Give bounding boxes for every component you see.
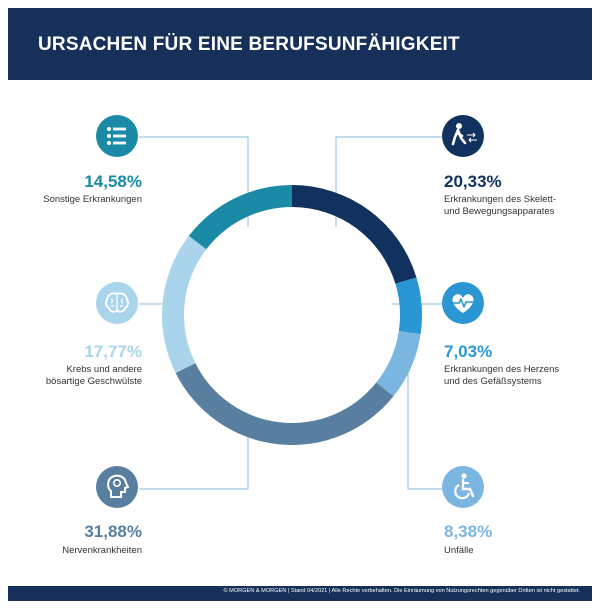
list-icon [107, 127, 126, 145]
wheelchair-icon [454, 473, 475, 500]
donut-slice [175, 363, 394, 446]
slice-value: 17,77% [84, 342, 142, 361]
walking-person-icon [451, 123, 477, 146]
donut-chart [139, 136, 442, 490]
slice-value: 31,88% [84, 522, 142, 541]
slice-label: Nervenkrankheiten [62, 545, 142, 556]
nerve-category-circle [96, 466, 138, 508]
cancer-category-circle [96, 282, 138, 324]
donut-ring [161, 185, 422, 446]
header-bar: URSACHEN FÜR EINE BERUFSUNFÄHIGKEIT [8, 8, 592, 80]
connector-line [139, 437, 249, 490]
head-profile-icon [107, 474, 130, 498]
slice-value: 20,33% [444, 172, 502, 191]
copyright-notice: © MORGEN & MORGEN | Stand 04/2021 | Alle… [223, 588, 580, 594]
slice-label: Erkrankungen des Skelett- und Bewegungsa… [444, 194, 556, 217]
brain-icon [105, 292, 129, 313]
accident-category-circle [442, 466, 484, 508]
donut-slice [376, 331, 421, 397]
other-category-circle [96, 115, 138, 157]
slice-value: 7,03% [444, 342, 493, 361]
skeleton-category-circle [442, 115, 484, 157]
slice-label: Erkrankungen des Herzens und des Gefäßsy… [444, 364, 560, 387]
slice-value: 8,38% [444, 522, 493, 541]
donut-slice [395, 277, 422, 335]
donut-slice [161, 235, 207, 373]
slice-value: 14,58% [84, 172, 142, 191]
donut-slice [188, 185, 292, 250]
donut-slice [292, 185, 417, 284]
page-title: URSACHEN FÜR EINE BERUFSUNFÄHIGKEIT [38, 34, 460, 55]
slice-label: Unfälle [444, 545, 474, 556]
slice-label: Krebs und andere bösartige Geschwülste [45, 364, 142, 387]
heart-category-circle [442, 282, 484, 324]
heart-pulse-icon [452, 294, 474, 313]
connector-line [407, 361, 442, 490]
slice-label: Sonstige Erkrankungen [43, 194, 142, 205]
footer-bar: © MORGEN & MORGEN | Stand 04/2021 | Alle… [8, 586, 592, 601]
